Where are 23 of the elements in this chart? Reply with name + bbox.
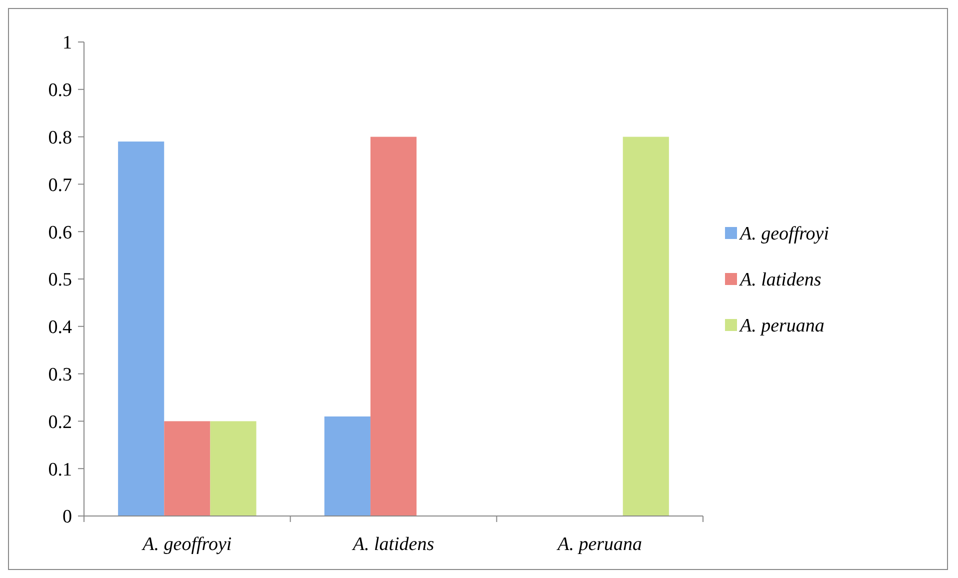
x-tick-label: A. geoffroyi bbox=[140, 534, 232, 555]
legend-label: A. geoffroyi bbox=[738, 224, 829, 245]
y-tick-label: 1 bbox=[62, 32, 72, 54]
legend-label: A. peruana bbox=[738, 316, 824, 337]
y-tick-label: 0.1 bbox=[48, 459, 72, 480]
x-tick-label: A. peruana bbox=[556, 534, 642, 555]
bar bbox=[324, 416, 370, 516]
bar bbox=[118, 142, 164, 516]
y-tick-label: 0.2 bbox=[48, 412, 72, 433]
x-tick-label: A. latidens bbox=[350, 534, 434, 555]
y-tick-label: 0.8 bbox=[48, 127, 72, 148]
y-tick-label: 0.3 bbox=[48, 364, 72, 386]
legend-label: A. latidens bbox=[738, 270, 822, 291]
y-tick-label: 0.6 bbox=[48, 222, 72, 244]
bar bbox=[210, 421, 256, 516]
bar bbox=[622, 136, 669, 516]
y-tick-label: 0.9 bbox=[48, 80, 72, 102]
bar bbox=[370, 136, 417, 516]
y-tick-label: 0.7 bbox=[48, 174, 72, 196]
bar bbox=[164, 421, 210, 516]
y-tick-label: 0 bbox=[62, 506, 72, 528]
y-tick-label: 0.5 bbox=[48, 270, 72, 291]
y-tick-label: 0.4 bbox=[48, 317, 72, 338]
